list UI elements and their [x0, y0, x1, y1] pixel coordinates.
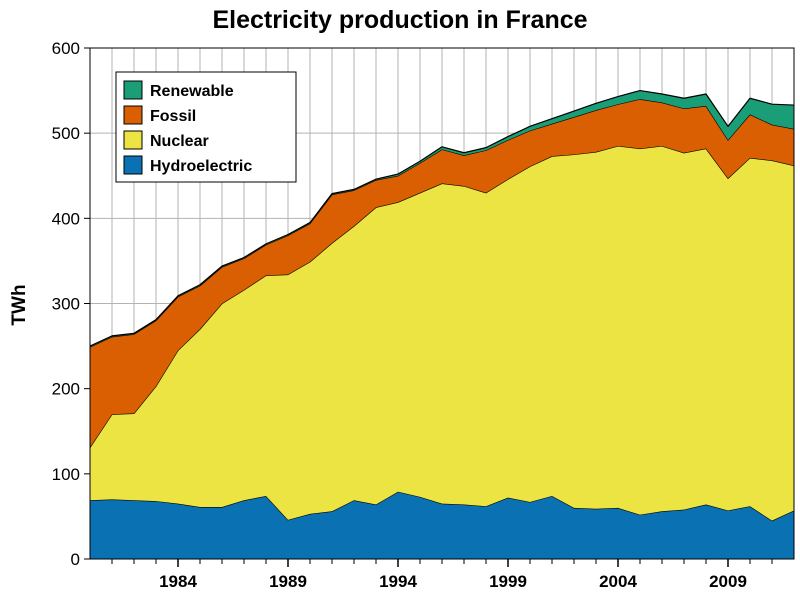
y-tick-label: 600 — [52, 39, 80, 58]
y-tick-label: 300 — [52, 295, 80, 314]
y-tick-label: 0 — [71, 550, 80, 569]
x-tick-label: 1994 — [379, 572, 417, 591]
x-tick-label: 1984 — [159, 572, 197, 591]
legend-swatch-hydroelectric — [123, 155, 143, 175]
y-tick-label: 400 — [52, 209, 80, 228]
x-tick-label: 2009 — [709, 572, 747, 591]
y-tick-label: 500 — [52, 124, 80, 143]
legend-box — [115, 71, 297, 183]
legend-label-nuclear: Nuclear — [150, 133, 209, 150]
legend-swatch-nuclear — [123, 130, 143, 150]
area-hydroelectric — [90, 491, 794, 559]
legend-swatch-renewable — [123, 80, 143, 100]
y-tick-label: 100 — [52, 465, 80, 484]
x-tick-label: 1999 — [489, 572, 527, 591]
legend-label-renewable: Renewable — [150, 83, 234, 100]
chart-title: Electricity production in France — [212, 6, 587, 34]
x-tick-layer: 1984 1989 1994 1999 2004 2009 — [111, 559, 773, 591]
y-tick-label: 200 — [52, 380, 80, 399]
legend-label-fossil: Fossil — [150, 108, 196, 125]
area-nuclear — [90, 145, 794, 521]
y-tick-layer: 0 100 200 300 400 500 600 — [52, 39, 90, 569]
legend: Renewable Fossil Nuclear Hydroelectric — [115, 71, 297, 183]
x-tick-label: 1989 — [269, 572, 307, 591]
legend-swatch-fossil — [123, 105, 143, 125]
x-tick-label: 2004 — [599, 572, 637, 591]
legend-label-hydroelectric: Hydroelectric — [150, 158, 252, 175]
area-layer — [89, 89, 795, 559]
area-edge-renewable — [89, 89, 795, 347]
y-axis-label: TWh — [9, 284, 30, 325]
